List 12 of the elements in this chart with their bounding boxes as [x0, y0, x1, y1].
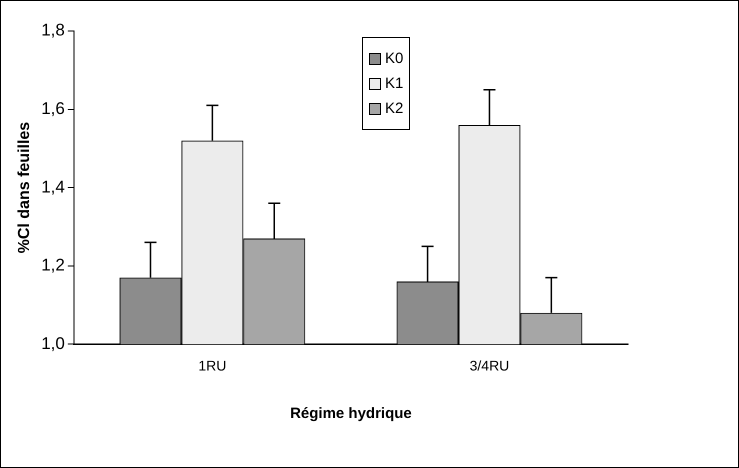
y-tick-label: 1,2 [41, 256, 65, 275]
y-tick-label: 1,8 [41, 20, 65, 40]
x-axis-title: Régime hydrique [290, 405, 412, 422]
legend-label: K2 [384, 100, 404, 118]
y-tick-label: 1,0 [41, 334, 65, 353]
y-axis-title: %Cl dans feuilles [16, 122, 34, 254]
legend-label: K1 [384, 75, 404, 92]
y-tick-label: 1,6 [41, 98, 65, 118]
y-tick-label: 1,4 [41, 177, 65, 196]
legend-label: K0 [384, 50, 404, 68]
x-tick-label: 3/4RU [470, 357, 510, 374]
x-tick-label: 1RU [198, 357, 226, 374]
